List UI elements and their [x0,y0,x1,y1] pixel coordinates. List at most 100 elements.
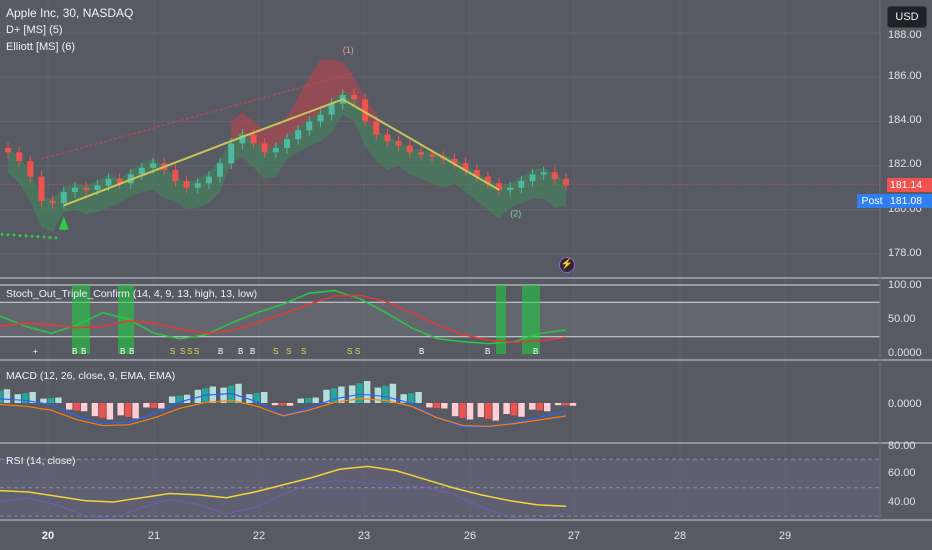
rsi-tick: 60.00 [888,467,916,479]
macd-bar [73,403,80,411]
macd-bar [220,387,227,403]
macd-bar [312,397,319,403]
candle [350,94,357,100]
macd-bar [415,392,422,403]
price-tick: 188.00 [888,29,922,41]
rsi-title[interactable]: RSI (14, close) [6,455,76,467]
macd-title[interactable]: MACD (12, 26, close, 9, EMA, EMA) [6,370,176,382]
signal-line [0,397,567,427]
macd-bar [485,403,492,419]
candle [105,178,112,186]
candle [484,176,491,184]
date-label: 27 [567,530,581,542]
stoch-marker: B [485,347,490,356]
wave-label-1: (1) [343,45,354,55]
post-price-tag: 181.08 [887,194,932,208]
macd-bar [246,394,253,403]
stoch-tick: 0.0000 [888,347,922,359]
support-dot [48,235,52,239]
macd-bar [389,383,397,403]
stoch-marker: S [180,347,185,356]
candle [250,134,257,144]
price-tick: 184.00 [888,114,922,126]
candle [38,176,45,201]
support-dot [54,236,58,240]
candle [239,134,246,144]
stoch-title[interactable]: Stoch_Out_Triple_Confirm (14, 4, 9, 13, … [6,288,258,300]
candle [496,183,503,190]
macd-bar [99,403,106,418]
stoch-marker: B [419,347,424,356]
stoch-marker: S [301,347,306,356]
macd-line [0,392,567,428]
macd-bar [271,403,279,406]
stoch-marker: B [250,347,255,356]
candle [462,163,469,171]
candle [217,163,224,177]
stoch-marker: S [170,347,175,356]
stoch-band [0,302,880,337]
candle [540,172,547,175]
candle [138,167,145,175]
candle [384,134,391,142]
macd-bar [14,394,21,403]
macd-bar [21,393,29,403]
candle [417,152,424,155]
support-dot [12,233,16,237]
candle [272,147,279,153]
macd-bar [562,403,569,406]
macd-bar [235,383,242,403]
macd-bar [279,403,286,406]
stoch-marker: B [533,347,538,356]
macd-bar [176,395,183,403]
macd-bar [426,403,433,408]
stoch-marker: S [187,347,192,356]
candle [429,154,436,157]
stoch-marker: B [218,347,223,356]
stoch-marker: B [81,347,86,356]
date-label: 26 [463,530,477,542]
support-dot [36,235,40,239]
macd-bar [400,394,407,403]
lower-band-cloud [8,90,566,232]
candle [451,158,458,164]
wave-line [63,98,500,207]
date-label: 20 [41,530,55,542]
lightning-icon[interactable]: ⚡ [559,257,575,273]
macd-bar [261,392,268,403]
macd-bar [363,381,371,403]
candle [16,152,23,162]
candle [507,187,514,190]
stoch-marker: B [129,347,134,356]
stoch-marker: S [355,347,360,356]
macd-bar [194,389,202,403]
macd-bar [227,385,235,403]
macd-bar [143,403,150,408]
stoch-k-line [0,289,567,345]
macd-bar [503,403,510,414]
candle [172,170,179,182]
macd-bar [304,398,312,403]
buy-triangle [58,216,69,230]
stoch-marker: B [72,347,77,356]
candle [228,143,235,164]
macd-bar [510,403,518,416]
rsi-tick: 40.00 [888,496,916,508]
macd-bar [529,403,536,410]
support-dot [18,233,22,237]
candle [71,187,78,193]
stoch-highlight [522,285,540,354]
macd-bar [554,403,562,406]
indicator-elliott-label[interactable]: Elliott [MS] (6) [6,41,76,53]
last-price-tag: 181.14 [887,178,932,192]
macd-bar [253,393,261,403]
currency-button[interactable]: USD [887,6,927,28]
macd-bar [356,383,363,403]
stoch-highlight [496,285,506,354]
candle [83,187,90,190]
indicator-dplus-label[interactable]: D+ [MS] (5) [6,24,63,36]
candle [49,200,56,204]
candle [261,143,268,153]
stoch-tick: 100.00 [888,279,922,291]
